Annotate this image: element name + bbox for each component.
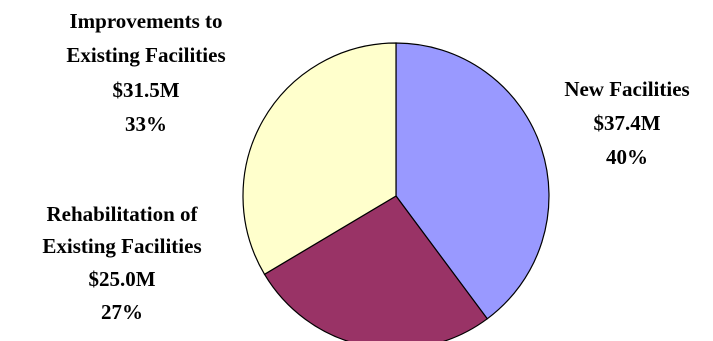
pie-slice-rehabilitation [263,195,489,341]
pie-slice-new-facilities [395,42,550,320]
slice-percent-rehabilitation: 27% [101,300,143,324]
slice-label-new-facilities-line-1: New Facilities [564,77,689,101]
slice-value-rehabilitation: $25.0M [88,267,155,291]
slice-label-rehabilitation-line-1: Rehabilitation of [46,202,198,226]
slice-label-rehabilitation-line-2: Existing Facilities [42,234,201,258]
slice-value-new-facilities: $37.4M [593,111,660,135]
slice-percent-new-facilities: 40% [606,145,648,169]
pie-slices [242,42,550,341]
slice-label-improvements-line-1: Improvements to [69,9,222,33]
slice-value-improvements: $31.5M [112,78,179,102]
slice-percent-improvements: 33% [125,112,167,136]
pie-slice-improvements [242,42,397,276]
slice-label-improvements-line-2: Existing Facilities [66,43,225,67]
